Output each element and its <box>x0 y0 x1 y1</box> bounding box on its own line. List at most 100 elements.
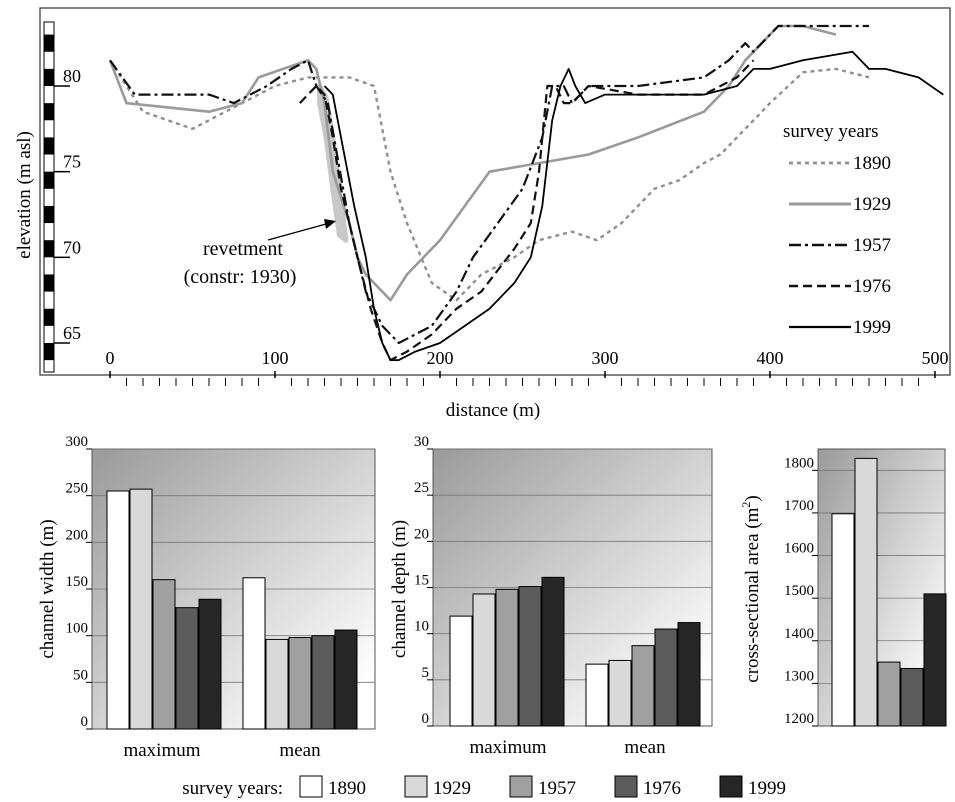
scale-bar-segment <box>44 34 54 52</box>
x-tick-label: 300 <box>592 348 619 368</box>
legend-label-1976: 1976 <box>853 276 891 297</box>
y-tick-label: 1300 <box>784 668 814 684</box>
bar-1999 <box>334 629 358 730</box>
y-tick-label: 1600 <box>784 541 814 557</box>
legend-label-1890: 1890 <box>328 778 366 799</box>
y-tick-label: 25 <box>414 480 429 496</box>
series-line-1999 <box>323 50 944 361</box>
x-tick-label: 0 <box>106 348 115 368</box>
channel-depth-categories: maximum mean <box>469 737 666 758</box>
channel-width-y-ticks: 0 50 100 150 200 250 300 <box>66 434 92 730</box>
scale-bar-segment <box>44 103 54 121</box>
legend-swatch-1929 <box>404 775 428 798</box>
bar-1957 <box>152 579 176 730</box>
scale-bar-segment <box>44 240 54 258</box>
bar-1999 <box>541 576 565 727</box>
bar-1976 <box>900 667 924 727</box>
cross-sectional-area-chart: 1200 1300 1400 1500 1600 1700 1800 cross-secti… <box>739 448 947 727</box>
legend-swatch-1890 <box>299 775 323 798</box>
channel-width-chart: 0 50 100 150 200 250 300 maximum mean channel w… <box>37 434 376 761</box>
y-tick-label: 1400 <box>784 626 814 642</box>
bar-1957 <box>877 661 901 727</box>
area-y-title-main: cross-sectional area (m <box>742 507 763 682</box>
area-y-title: cross-sectional area (m2) <box>739 495 763 682</box>
y-tick-label: 65 <box>63 323 81 343</box>
bar-1976 <box>175 607 199 730</box>
bar-1929 <box>608 659 632 727</box>
x-tick-label: 100 <box>262 348 289 368</box>
y-tick-label: 150 <box>66 574 89 590</box>
revetment-arrow-line <box>267 223 327 241</box>
top-y-axis-title: elevation (m asl) <box>14 131 35 259</box>
bar-1957 <box>495 588 519 727</box>
bar-1999 <box>198 598 222 730</box>
series-line-1976 <box>299 59 755 362</box>
channel-depth-y-title: channel depth (m) <box>389 520 410 658</box>
revetment-label-line2: (constr: 1930) <box>184 266 297 288</box>
scale-bar-segment <box>44 343 54 361</box>
bar-1976 <box>518 586 542 727</box>
top-chart-frame <box>39 7 951 376</box>
revetment-label-line1: revetment <box>203 238 283 260</box>
legend-label-1999: 1999 <box>748 778 786 799</box>
y-tick-label: 30 <box>414 434 429 450</box>
x-tick-label: 500 <box>922 348 949 368</box>
y-tick-label: 20 <box>414 526 429 542</box>
channel-width-y-title: channel width (m) <box>37 519 58 658</box>
scale-bar-segment <box>44 68 54 86</box>
channel-depth-y-ticks: 0 5 10 15 20 25 30 <box>414 434 433 727</box>
y-tick-label: 200 <box>66 527 89 543</box>
y-tick-label: 1500 <box>784 583 814 599</box>
area-y-ticks: 1200 1300 1400 1500 1600 1700 1800 <box>784 455 818 727</box>
bar-1890 <box>449 615 473 727</box>
legend-label-1976: 1976 <box>643 778 681 799</box>
legend-label-1929: 1929 <box>433 778 471 799</box>
y-tick-label: 15 <box>414 573 429 589</box>
bar-1957 <box>631 645 655 727</box>
series-line-1929 <box>108 24 837 302</box>
area-y-title-close: ) <box>742 495 763 501</box>
legend-label-1957: 1957 <box>853 235 891 256</box>
legend-swatch-1999 <box>719 775 743 798</box>
channel-depth-chart: 0 5 10 15 20 25 30 maximum mean channel depth (… <box>389 434 713 758</box>
top-legend: 1890 1929 1957 1976 1999 <box>789 153 891 338</box>
bar-1929 <box>854 457 878 727</box>
category-label-maximum: maximum <box>469 737 546 758</box>
bottom-legend: survey years: 1890 1929 1957 1976 1999 <box>182 775 786 799</box>
y-tick-label: 1200 <box>784 711 814 727</box>
scale-bar-segment <box>44 171 54 189</box>
top-y-scale-bar: 65 70 75 80 <box>43 21 81 373</box>
legend-label-1929: 1929 <box>853 194 891 215</box>
bar-1890 <box>242 577 266 730</box>
area-bars <box>831 457 947 727</box>
x-tick-label: 400 <box>757 348 784 368</box>
legend-title: survey years <box>783 121 879 142</box>
top-series-lines <box>108 24 944 362</box>
bar-1957 <box>288 637 312 730</box>
bar-1890 <box>585 663 609 727</box>
category-label-maximum: maximum <box>123 740 200 761</box>
y-tick-label: 1700 <box>784 498 814 514</box>
scale-bar-segment <box>44 308 54 326</box>
legend-swatch-1957 <box>509 775 533 798</box>
channel-width-categories: maximum mean <box>123 740 321 761</box>
scale-bar-segment <box>44 274 54 292</box>
channel-depth-bars <box>449 576 701 727</box>
bar-1890 <box>106 490 130 730</box>
y-tick-label: 0 <box>422 711 430 727</box>
legend-label-1890: 1890 <box>853 153 891 174</box>
scale-bar-segment <box>44 205 54 224</box>
series-line-1957 <box>109 24 869 345</box>
bar-1976 <box>311 635 335 730</box>
y-tick-label: 80 <box>63 66 81 86</box>
cross-section-chart: 65 70 75 80 0 100 200 300 400 500 elevation (m a… <box>14 7 951 421</box>
y-tick-label: 250 <box>66 481 89 497</box>
area-y-title-sup: 2 <box>739 502 753 508</box>
revetment-arrowhead <box>324 219 336 229</box>
bar-1976 <box>654 628 678 727</box>
y-tick-label: 70 <box>63 237 81 257</box>
y-tick-label: 300 <box>66 434 89 450</box>
top-x-axis-title: distance (m) <box>446 400 540 421</box>
y-tick-label: 75 <box>63 152 81 172</box>
